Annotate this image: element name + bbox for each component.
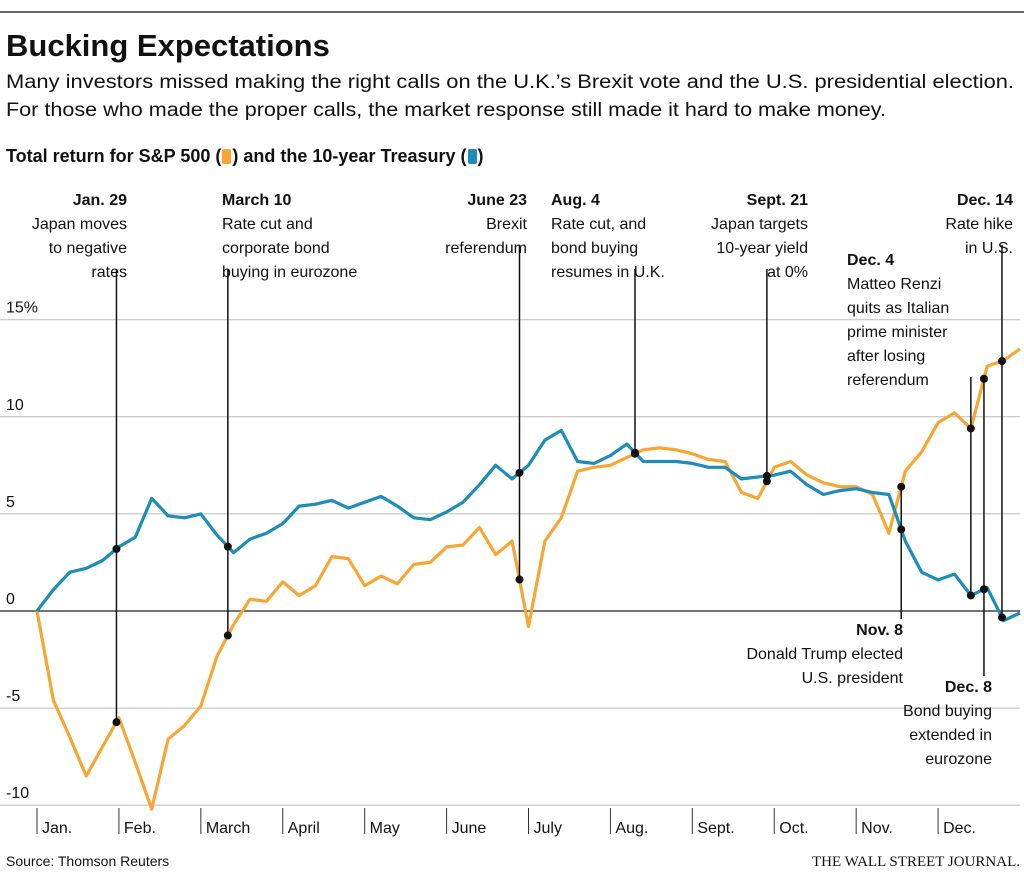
x-tick-label: April: [288, 820, 320, 837]
x-tick-label: Oct.: [779, 820, 808, 837]
event-dot: [997, 357, 1006, 366]
event-dot: [966, 591, 975, 600]
annotation-text: corporate bond: [222, 240, 330, 257]
annotation-text: referendum: [847, 372, 929, 389]
annotation-text: extended in: [909, 727, 992, 744]
x-tick-label: March: [206, 820, 250, 837]
event-dot: [966, 424, 975, 433]
annotation-text: U.S. president: [802, 670, 904, 687]
source: Source: Thomson Reuters: [6, 853, 169, 869]
annotation-text: after losing: [847, 348, 925, 365]
chart-title: Bucking Expectations: [6, 28, 330, 63]
annotation-text: eurozone: [925, 751, 992, 768]
annotation-text: Japan moves: [32, 216, 127, 233]
series-line: [35, 428, 1021, 623]
annotation-text: in U.S.: [965, 240, 1013, 257]
annotation-date: Dec. 14: [957, 192, 1013, 209]
event-dot: [979, 585, 988, 594]
annotation-text: rates: [91, 264, 127, 281]
legend-text: (: [455, 146, 467, 166]
x-tick-label: Nov.: [861, 820, 893, 837]
y-tick-label: -10: [6, 785, 29, 802]
event-dot: [223, 631, 232, 640]
y-tick-label: 0: [6, 591, 15, 608]
legend-text: ) and the: [232, 146, 313, 166]
annotation-date: Dec. 4: [847, 252, 894, 269]
annotation-date: Jan. 29: [73, 192, 127, 209]
annotation-text: resumes in U.K.: [551, 264, 665, 281]
event-dot: [997, 613, 1006, 622]
chart-subtitle: Many investors missed making the right c…: [6, 72, 1014, 93]
annotation-text: Rate cut, and: [551, 216, 646, 233]
annotation-text: at 0%: [767, 264, 808, 281]
annotation-text: to negative: [49, 240, 127, 257]
event-dot: [897, 525, 906, 534]
event-dot: [630, 448, 639, 457]
annotation-text: quits as Italian: [847, 300, 949, 317]
annotation-date: Aug. 4: [551, 192, 600, 209]
y-tick-label: -5: [6, 688, 20, 705]
x-tick-label: Jan.: [42, 820, 72, 837]
legend: Total return for S&P 500 ( ) and the 10-y…: [6, 146, 484, 167]
y-tick-label: 5: [6, 494, 15, 511]
x-tick-label: May: [370, 820, 400, 837]
event-dot: [223, 542, 232, 551]
series-line: [35, 347, 1021, 811]
annotation-date: March 10: [222, 192, 291, 209]
legend-label: S&P 500: [138, 146, 211, 166]
legend-text: Total return for: [6, 146, 139, 166]
legend-label: 10-year Treasury: [312, 146, 456, 166]
annotation-date: Nov. 8: [856, 622, 903, 639]
x-tick-label: Feb.: [124, 820, 156, 837]
annotation-date: Sept. 21: [747, 192, 808, 209]
event-dot: [897, 482, 906, 491]
annotation-text: Japan targets: [711, 216, 808, 233]
annotation-text: buying in eurozone: [222, 264, 357, 281]
annotation-text: Matteo Renzi: [847, 276, 941, 293]
x-tick-label: Aug.: [615, 820, 648, 837]
annotation-text: Bond buying: [903, 703, 992, 720]
event-dot: [112, 718, 121, 727]
x-tick-label: Dec.: [943, 820, 976, 837]
annotation-text: prime minister: [847, 324, 948, 341]
y-tick-label: 10: [6, 397, 24, 414]
x-tick-label: Sept.: [697, 820, 734, 837]
legend-swatch: [222, 149, 232, 164]
publisher: THE WALL STREET JOURNAL.: [812, 854, 1020, 870]
annotation-text: Rate hike: [945, 216, 1013, 233]
y-tick-label: 15%: [6, 300, 38, 317]
x-tick-label: July: [534, 820, 562, 837]
annotation-text: Donald Trump elected: [746, 646, 903, 663]
event-dot: [515, 468, 524, 477]
event-dot: [979, 374, 988, 383]
annotation-text: Rate cut and: [222, 216, 313, 233]
annotation-text: referendum: [445, 240, 527, 257]
event-dot: [112, 544, 121, 553]
x-tick-label: June: [452, 820, 487, 837]
annotation-text: 10-year yield: [716, 240, 808, 257]
event-dot: [515, 575, 524, 584]
annotation-date: June 23: [467, 192, 527, 209]
chart-subtitle: For those who made the proper calls, the…: [6, 100, 886, 121]
legend-text: (: [210, 146, 222, 166]
annotation-date: Dec. 8: [945, 679, 992, 696]
annotation-text: Brexit: [486, 216, 527, 233]
legend-text: ): [477, 146, 484, 166]
legend-swatch: [467, 149, 477, 164]
event-dot: [762, 471, 771, 480]
annotation-text: bond buying: [551, 240, 638, 257]
